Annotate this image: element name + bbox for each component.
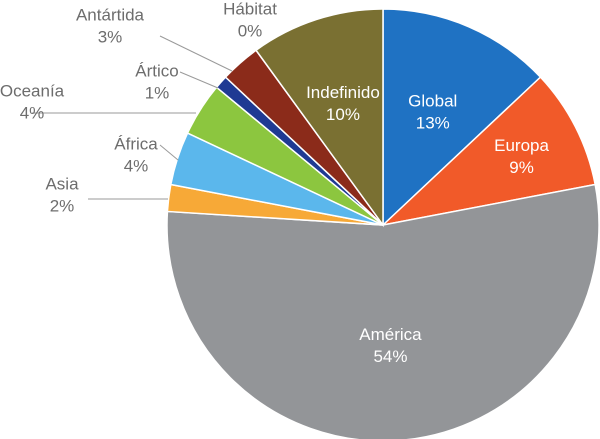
slice-indefinido-value: 10% xyxy=(326,105,360,124)
slice-europa xyxy=(380,76,597,227)
slice-asia-value: 2% xyxy=(50,196,75,215)
slice-global-value: 13% xyxy=(416,114,450,133)
leader-lines xyxy=(32,35,233,200)
slice-oceania-label: Oceanía xyxy=(0,81,65,100)
slice-indefinido-label: Indefinido xyxy=(306,83,380,102)
slice-europa-value: 9% xyxy=(509,158,534,177)
slice-global-label: Global xyxy=(408,92,457,111)
slice-africa-label: África xyxy=(114,134,158,153)
slice-america xyxy=(166,183,600,439)
slice-indefinido xyxy=(254,8,384,228)
slice-artico-label: Ártico xyxy=(135,61,178,80)
slice-antartida-value: 3% xyxy=(98,27,123,46)
slice-artico-value: 1% xyxy=(145,83,170,102)
slice-europa-label: Europa xyxy=(494,136,549,155)
slice-global xyxy=(382,8,542,227)
slice-oceania-value: 4% xyxy=(20,103,45,122)
slice-habitat-label: Hábitat xyxy=(223,0,277,18)
pie-slices xyxy=(166,8,600,439)
slice-africa-leader-line xyxy=(159,144,179,161)
slice-africa-value: 4% xyxy=(124,156,149,175)
slice-america-label: América xyxy=(359,325,422,344)
slice-habitat-value: 0% xyxy=(238,21,263,40)
slice-asia-label: Asia xyxy=(45,174,79,193)
slice-america-value: 54% xyxy=(373,347,407,366)
slice-antartida-leader-line xyxy=(159,35,233,72)
slice-artico-leader-line xyxy=(179,71,219,89)
slice-labels: Global 13% Europa 9% América 54% Asia 2% África 4… xyxy=(0,0,549,366)
slice-antartida-label: Antártida xyxy=(76,5,145,24)
